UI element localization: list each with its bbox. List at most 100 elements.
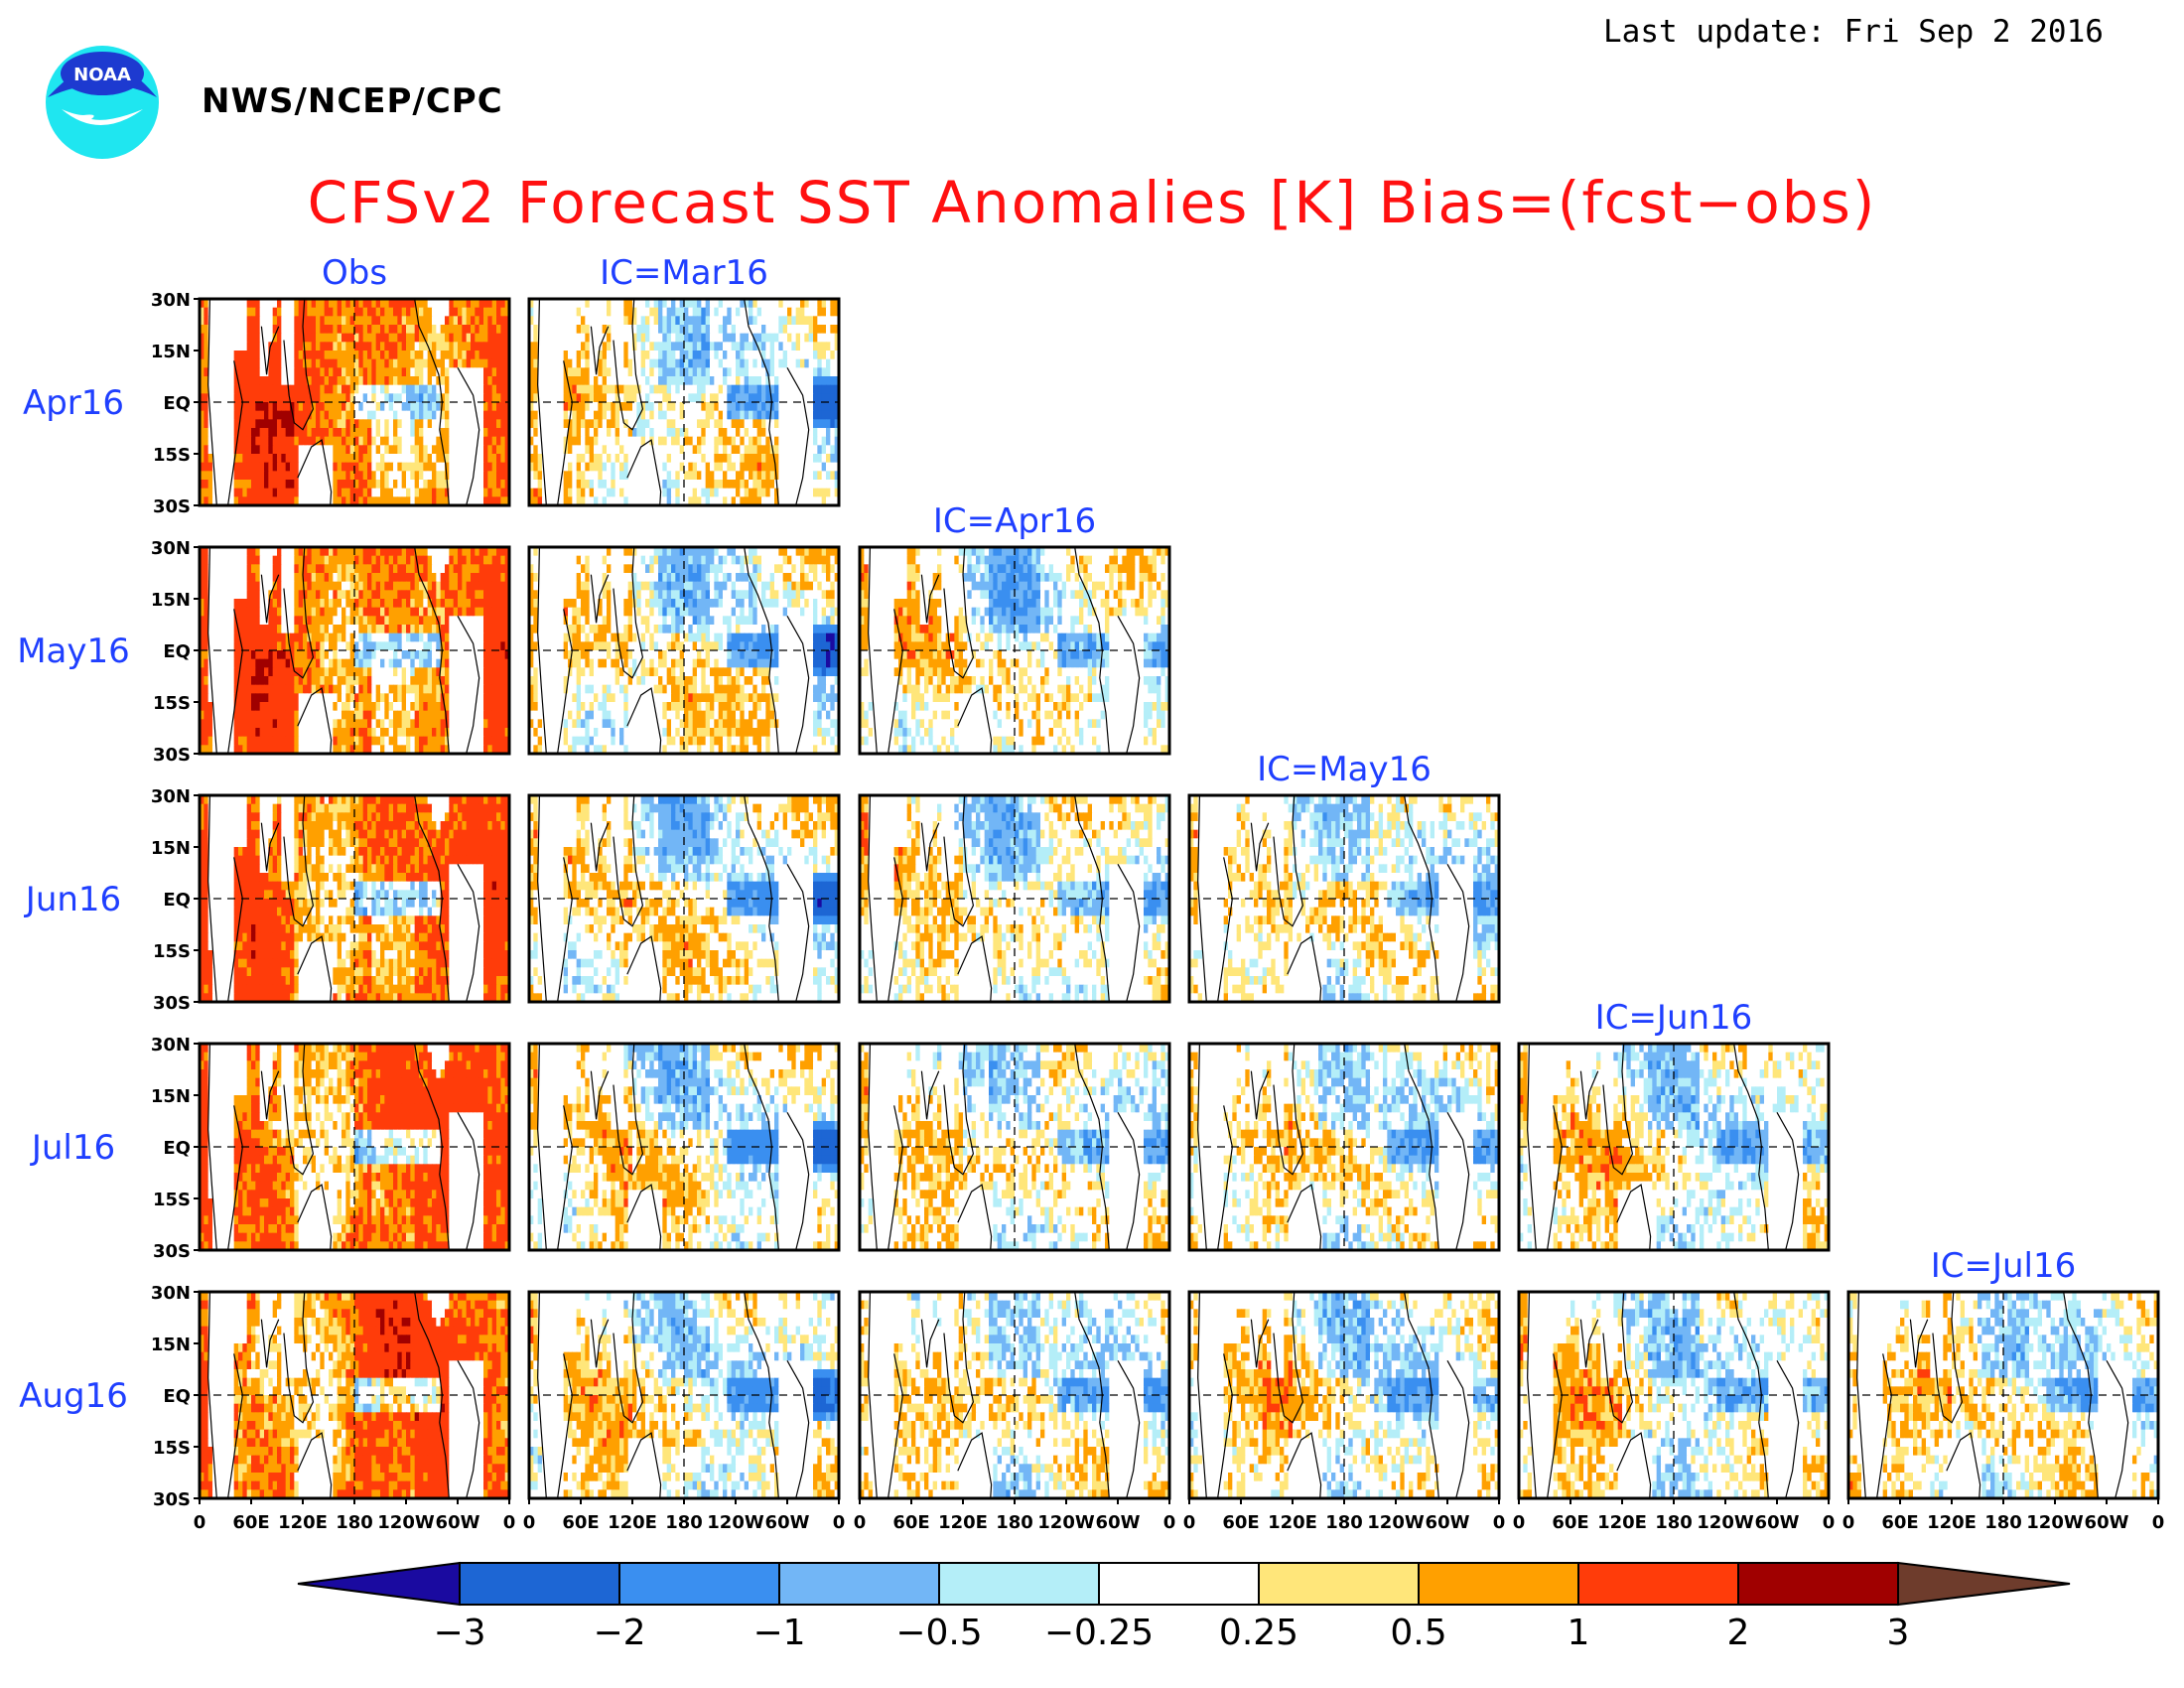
heatmap-cell bbox=[208, 471, 213, 480]
heatmap-cell bbox=[294, 437, 299, 446]
heatmap-cell bbox=[546, 308, 551, 317]
heatmap-cell bbox=[645, 411, 650, 420]
heatmap-cell bbox=[393, 308, 398, 317]
heatmap-cell bbox=[316, 428, 321, 437]
heatmap-cell bbox=[290, 325, 295, 334]
heatmap-cell bbox=[423, 480, 428, 489]
heatmap-cell bbox=[277, 454, 282, 463]
heatmap-cell bbox=[221, 316, 226, 325]
heatmap-cell bbox=[577, 359, 582, 368]
heatmap-cell bbox=[615, 351, 620, 359]
heatmap-cell bbox=[752, 351, 757, 359]
heatmap-cell bbox=[449, 454, 454, 463]
heatmap-cell bbox=[774, 325, 779, 334]
heatmap-cell bbox=[822, 342, 827, 351]
heatmap-cell bbox=[581, 351, 586, 359]
heatmap-cell bbox=[345, 402, 350, 411]
heatmap-cell bbox=[234, 342, 239, 351]
heatmap-cell bbox=[732, 308, 737, 317]
heatmap-cell bbox=[445, 359, 450, 368]
heatmap-cell bbox=[714, 402, 719, 411]
heatmap-cell bbox=[500, 359, 505, 368]
heatmap-cell bbox=[623, 411, 628, 420]
heatmap-cell bbox=[817, 402, 822, 411]
heatmap-cell bbox=[286, 325, 291, 334]
heatmap-cell bbox=[376, 351, 381, 359]
row-label: Apr16 bbox=[23, 383, 124, 423]
heatmap-cell bbox=[783, 411, 788, 420]
heatmap-cell bbox=[487, 471, 492, 480]
heatmap-cell bbox=[341, 428, 346, 437]
heatmap-cell bbox=[740, 411, 745, 420]
heatmap-cell bbox=[320, 376, 325, 385]
heatmap-cell bbox=[307, 342, 312, 351]
heatmap-cell bbox=[406, 342, 411, 351]
heatmap-cell bbox=[551, 411, 556, 420]
heatmap-cell bbox=[415, 428, 420, 437]
heatmap-cell bbox=[354, 351, 359, 359]
heatmap-cell bbox=[559, 376, 564, 385]
heatmap-cell bbox=[281, 316, 286, 325]
heatmap-cell bbox=[555, 376, 560, 385]
heatmap-cell bbox=[533, 316, 538, 325]
heatmap-cell bbox=[483, 437, 488, 446]
heatmap-cell bbox=[345, 359, 350, 368]
heatmap-cell bbox=[428, 334, 433, 343]
heatmap-cell bbox=[581, 316, 586, 325]
heatmap-cell bbox=[615, 334, 620, 343]
heatmap-cell bbox=[389, 393, 394, 402]
heatmap-cell bbox=[415, 463, 420, 472]
heatmap-cell bbox=[247, 308, 252, 317]
heatmap-cell bbox=[693, 308, 698, 317]
heatmap-cell bbox=[641, 376, 646, 385]
heatmap-cell bbox=[255, 489, 260, 497]
heatmap-cell bbox=[441, 376, 446, 385]
heatmap-cell bbox=[389, 351, 394, 359]
heatmap-cell bbox=[229, 402, 234, 411]
heatmap-cell bbox=[255, 367, 260, 376]
heatmap-cell bbox=[479, 334, 484, 343]
heatmap-cell bbox=[471, 359, 476, 368]
heatmap-cell bbox=[212, 367, 217, 376]
heatmap-cell bbox=[338, 393, 342, 402]
heatmap-cell bbox=[242, 454, 247, 463]
heatmap-cell bbox=[432, 385, 437, 394]
heatmap-cell bbox=[338, 437, 342, 446]
heatmap-cell bbox=[667, 411, 672, 420]
heatmap-cell bbox=[216, 325, 221, 334]
heatmap-cell bbox=[467, 367, 472, 376]
heatmap-cell bbox=[247, 359, 252, 368]
heatmap-cell bbox=[367, 463, 372, 472]
heatmap-cell bbox=[255, 334, 260, 343]
heatmap-cell bbox=[410, 367, 415, 376]
heatmap-cell bbox=[354, 376, 359, 385]
heatmap-cell bbox=[281, 393, 286, 402]
heatmap-cell bbox=[341, 393, 346, 402]
heatmap-cell bbox=[791, 316, 796, 325]
heatmap-cell bbox=[341, 437, 346, 446]
heatmap-cell bbox=[299, 367, 304, 376]
heatmap-cell bbox=[242, 325, 247, 334]
heatmap-cell bbox=[216, 489, 221, 497]
heatmap-cell bbox=[380, 489, 385, 497]
heatmap-cell bbox=[299, 376, 304, 385]
heatmap-cell bbox=[641, 385, 646, 394]
heatmap-cell bbox=[341, 489, 346, 497]
heatmap-cell bbox=[294, 308, 299, 317]
heatmap-cell bbox=[397, 489, 402, 497]
heatmap-cell bbox=[402, 445, 407, 454]
heatmap-cell bbox=[428, 445, 433, 454]
heatmap-cell bbox=[260, 419, 265, 428]
heatmap-cell bbox=[333, 325, 338, 334]
heatmap-cell bbox=[406, 428, 411, 437]
heatmap-cell bbox=[555, 334, 560, 343]
heatmap-cell bbox=[449, 471, 454, 480]
heatmap-cell bbox=[325, 316, 330, 325]
heatmap-cell bbox=[255, 471, 260, 480]
heatmap-cell bbox=[325, 367, 330, 376]
heatmap-cell bbox=[221, 376, 226, 385]
heatmap-cell bbox=[688, 393, 693, 402]
heatmap-cell bbox=[454, 454, 459, 463]
heatmap-cell bbox=[607, 308, 612, 317]
heatmap-cell bbox=[367, 402, 372, 411]
